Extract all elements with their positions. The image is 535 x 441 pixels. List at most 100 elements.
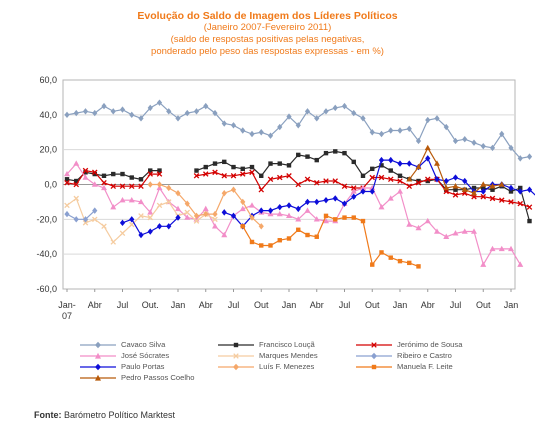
x-tick-label: Abr [421,300,435,310]
data-point-luis-f-menezes [203,210,209,218]
data-point-francisco-louca [323,150,329,156]
data-point-cavaco-silva [526,153,533,160]
data-point-jeronimo-de-sousa [91,169,98,176]
data-point-jeronimo-de-sousa [498,197,505,203]
legend-label: Pedro Passos Coelho [121,373,195,382]
legend-swatch [80,352,116,359]
data-point-marques-mendes [165,199,172,205]
data-point-jeronimo-de-sousa [304,176,311,183]
data-point-cavaco-silva [129,111,135,119]
y-tick-label: -60,0 [36,284,57,294]
data-point-jose-socrates [91,181,98,187]
data-point-marques-mendes [82,220,89,226]
data-point-jose-socrates [249,202,255,208]
data-point-jose-socrates [387,195,394,201]
data-point-jose-socrates [138,198,144,205]
data-point-marques-mendes [156,202,163,209]
x-tick-label: Jul [228,300,240,310]
data-point-francisco-louca [240,166,245,172]
data-point-cavaco-silva [184,109,190,117]
data-point-jeronimo-de-sousa [267,176,274,183]
chart-subtitle-2: (saldo de respostas positivas pelas nega… [170,34,365,45]
data-point-paulo-portas [221,209,227,216]
data-point-jeronimo-de-sousa [406,183,413,190]
data-point-jose-socrates [424,217,431,224]
data-point-paulo-portas [119,219,126,227]
data-point-paulo-portas [517,188,523,195]
data-point-jose-socrates [119,196,126,203]
data-point-manuela-f-leite [397,258,403,264]
data-point-jose-socrates [517,261,524,267]
data-point-luis-f-menezes [166,184,172,192]
data-point-jose-socrates [508,245,514,252]
data-point-jose-socrates [304,207,311,213]
data-point-cavaco-silva [147,104,153,112]
source-note: Fonte: Barómetro Político Marktest [34,410,175,420]
data-point-pedro-passos-coelho [415,163,422,170]
x-tick-label: Out [254,300,269,310]
legend-label: Ribeiro e Castro [397,351,452,360]
data-point-cavaco-silva [378,130,385,138]
y-tick-label: 0,0 [44,180,57,190]
data-point-cavaco-silva [480,142,486,150]
data-point-jose-socrates [212,223,218,229]
data-point-jeronimo-de-sousa [221,173,228,179]
data-point-francisco-louca [471,185,477,191]
data-point-jeronimo-de-sousa [369,174,376,181]
x-tick-label: Jan- [58,300,76,310]
x-tick-label: Jul [450,300,462,310]
data-point-francisco-louca [83,170,88,175]
data-point-pedro-passos-coelho [452,183,459,189]
legend-label: Cavaco Silva [121,340,166,349]
data-point-jeronimo-de-sousa [82,167,89,174]
data-point-luis-f-menezes [249,214,255,221]
data-point-cavaco-silva [452,137,459,145]
data-point-marques-mendes [193,218,200,224]
data-point-manuela-f-leite [296,227,301,232]
data-point-jeronimo-de-sousa [313,179,320,186]
data-point-marques-mendes [212,216,218,223]
data-point-francisco-louca [314,157,319,163]
legend-label: Manuela F. Leite [397,362,453,371]
data-point-manuela-f-leite [277,238,282,243]
data-point-cavaco-silva [304,108,311,115]
data-point-francisco-louca [360,173,366,178]
data-point-paulo-portas [462,177,468,185]
data-point-manuela-f-leite [259,243,264,248]
data-point-paulo-portas [267,207,274,214]
data-point-cavaco-silva [92,109,98,117]
data-point-manuela-f-leite [342,215,347,220]
legend-swatch [80,341,116,349]
data-point-paulo-portas [443,177,449,185]
data-point-jose-socrates [471,228,477,234]
data-point-jose-socrates [175,205,181,212]
data-point-paulo-portas [147,228,153,235]
data-point-francisco-louca [333,149,338,154]
legend-swatch [218,342,254,348]
data-point-cavaco-silva [230,122,237,129]
data-point-paulo-portas [129,216,135,223]
data-point-francisco-louca [249,164,255,170]
data-point-paulo-portas [156,223,163,230]
data-point-francisco-louca [64,177,70,182]
data-point-cavaco-silva [471,139,477,146]
data-point-pedro-passos-coelho [480,181,487,187]
data-point-paulo-portas [480,188,486,195]
legend-label: José Sócrates [121,351,170,360]
legend-swatch [356,342,392,348]
data-point-francisco-louca [120,171,125,177]
data-point-paulo-portas [295,205,301,213]
data-point-francisco-louca [231,164,236,170]
data-point-cavaco-silva [517,155,523,162]
data-point-jeronimo-de-sousa [489,195,496,202]
data-point-jose-socrates [350,188,357,194]
data-point-jose-socrates [276,210,283,217]
data-point-paulo-portas [277,203,283,211]
data-point-jose-socrates [480,261,487,267]
data-point-francisco-louca [111,171,116,177]
data-point-francisco-louca [138,177,144,182]
data-point-francisco-louca [388,168,393,173]
data-point-jeronimo-de-sousa [480,193,487,200]
data-point-pedro-passos-coelho [498,181,505,187]
x-tick-label: Abr [88,300,102,310]
